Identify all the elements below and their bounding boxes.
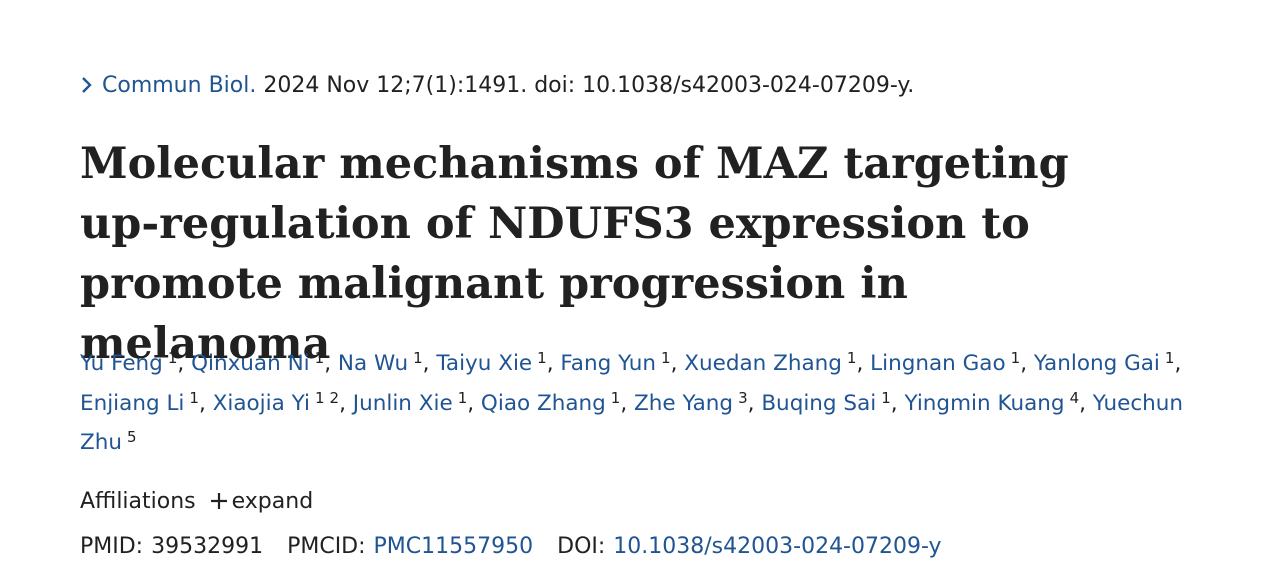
affiliation-refs: 1 xyxy=(189,389,199,407)
author-name[interactable]: Xuedan Zhang xyxy=(684,351,842,376)
author-name[interactable]: Junlin Xie xyxy=(352,390,453,416)
author: Yuechun Zhu 5 xyxy=(80,391,1183,456)
citation-details: 2024 Nov 12;7(1):1491. doi: 10.1038/s420… xyxy=(263,73,915,98)
separator: , xyxy=(1174,351,1182,376)
article-title: Molecular mechanisms of MAZ targeting up… xyxy=(80,139,1069,369)
author-name[interactable]: Yuechun Zhu xyxy=(80,390,1184,456)
author-name[interactable]: Xiaojia Yi xyxy=(212,390,310,416)
affiliation-refs: 1 xyxy=(661,349,671,367)
affiliation-refs: 1 xyxy=(168,349,178,367)
separator: , xyxy=(177,351,185,376)
affiliation-refs: 1 xyxy=(458,389,468,407)
separator: , xyxy=(339,390,346,416)
separator: , xyxy=(546,351,554,376)
author: Qinxuan Ni 1, xyxy=(191,349,332,377)
author: Fang Yun 1, xyxy=(560,349,678,377)
expand-toggle[interactable]: expand xyxy=(231,489,314,514)
separator: , xyxy=(670,351,678,376)
affiliation-ref[interactable]: 5 xyxy=(126,428,137,446)
author: Qiao Zhang 1, xyxy=(480,389,628,416)
separator: , xyxy=(467,390,475,416)
separator: , xyxy=(747,390,755,416)
author: Yingmin Kuang 4, xyxy=(904,389,1086,416)
affiliation-refs: 1 xyxy=(1165,349,1175,367)
separator: , xyxy=(856,351,864,376)
affiliation-ref[interactable]: 1 xyxy=(314,349,325,367)
author-name[interactable]: Qinxuan Ni xyxy=(191,351,310,376)
author: Enjiang Li 1, xyxy=(80,389,206,416)
author-name[interactable]: Na Wu xyxy=(337,351,409,376)
author: Xuedan Zhang 1, xyxy=(684,349,864,377)
affiliation-refs: 1 xyxy=(413,349,423,367)
affiliation-refs: 1 xyxy=(1011,349,1021,367)
affiliation-ref[interactable]: 1 xyxy=(167,349,178,367)
author: Junlin Xie 1, xyxy=(352,389,475,416)
affiliation-ref[interactable]: 1 xyxy=(457,388,468,407)
separator: , xyxy=(620,390,628,416)
affiliation-ref[interactable]: 1 xyxy=(537,349,547,367)
affiliation-ref[interactable]: 1 xyxy=(1010,349,1021,367)
affiliation-refs: 1 xyxy=(881,389,891,407)
affiliations: Affiliations expand xyxy=(80,486,313,518)
journal-link[interactable]: Commun Biol. xyxy=(102,73,257,98)
affiliation-refs: 1 xyxy=(315,349,325,367)
affiliations-label: Affiliations xyxy=(80,489,196,514)
author-name[interactable]: Yu Feng xyxy=(80,351,163,376)
pmcid-link[interactable]: PMC11557950 xyxy=(373,534,534,559)
author-name[interactable]: Buqing Sai xyxy=(761,390,877,416)
affiliation-ref[interactable]: 1 xyxy=(610,388,621,407)
author: Buqing Sai 1, xyxy=(761,389,898,416)
affiliation-refs: 5 xyxy=(127,428,137,446)
separator: , xyxy=(324,351,332,376)
author-name[interactable]: Taiyu Xie xyxy=(436,351,533,376)
separator: , xyxy=(1079,390,1086,416)
author-name[interactable]: Yingmin Kuang xyxy=(904,390,1065,416)
author: Zhe Yang 3, xyxy=(634,389,755,416)
affiliation-ref[interactable]: 2 xyxy=(329,388,340,407)
pmcid-label: PMCID: xyxy=(287,534,366,559)
affiliation-ref[interactable]: 1 xyxy=(189,388,199,407)
author-name[interactable]: Yanlong Gai xyxy=(1033,351,1160,376)
author: Na Wu 1, xyxy=(337,349,430,377)
identifiers: PMID: 39532991 PMCID: PMC11557950 DOI: 10.103… xyxy=(80,531,966,563)
plus-icon[interactable] xyxy=(210,492,228,510)
affiliation-refs: 1 xyxy=(847,349,857,367)
affiliation-refs: 1 xyxy=(537,349,547,367)
author-name[interactable]: Qiao Zhang xyxy=(480,390,606,416)
author: Lingnan Gao 1, xyxy=(870,349,1028,377)
affiliation-ref[interactable]: 4 xyxy=(1069,388,1080,407)
affiliation-ref[interactable]: 3 xyxy=(738,388,748,407)
author-name[interactable]: Lingnan Gao xyxy=(870,351,1006,376)
author: Taiyu Xie 1, xyxy=(436,349,554,377)
affiliation-ref[interactable]: 1 xyxy=(1164,349,1175,367)
pmid-label: PMID: xyxy=(80,534,144,559)
affiliation-ref[interactable]: 1 xyxy=(881,388,891,407)
affiliation-ref[interactable]: 1 xyxy=(413,349,423,367)
affiliation-refs: 4 xyxy=(1070,389,1080,407)
author: Yanlong Gai 1, xyxy=(1033,349,1182,377)
separator: , xyxy=(422,351,430,376)
author-name[interactable]: Zhe Yang xyxy=(634,390,734,416)
separator: , xyxy=(890,390,898,416)
separator: , xyxy=(198,390,206,416)
affiliation-ref[interactable]: 1 xyxy=(314,388,325,407)
affiliation-ref[interactable]: 1 xyxy=(661,349,671,367)
chevron-icon xyxy=(82,77,92,93)
doi-link[interactable]: 10.1038/s42003-024-07209-y xyxy=(613,534,942,559)
affiliation-refs: 3 xyxy=(738,389,748,407)
affiliation-refs: 1 xyxy=(611,389,621,407)
author-name[interactable]: Enjiang Li xyxy=(80,390,185,416)
author-name[interactable]: Fang Yun xyxy=(560,351,657,376)
citation: Commun Biol. 2024 Nov 12;7(1):1491. doi:… xyxy=(80,70,914,102)
author: Xiaojia Yi 1 2, xyxy=(212,389,346,416)
pmid: 39532991 xyxy=(151,534,264,559)
author: Yu Feng 1, xyxy=(80,349,185,377)
separator: , xyxy=(1020,351,1028,376)
affiliation-ref[interactable]: 1 xyxy=(846,349,857,367)
doi-label: DOI: xyxy=(557,534,606,559)
author-list: Yu Feng 1, Qinxuan Ni 1, Na Wu 1, Taiyu Xie… xyxy=(80,344,1215,463)
